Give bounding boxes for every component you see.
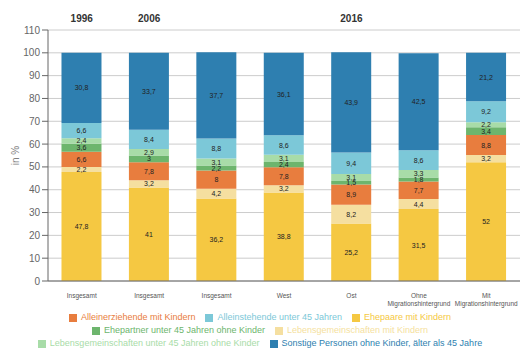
svg-text:7,7: 7,7 — [414, 187, 424, 194]
svg-text:100: 100 — [23, 47, 40, 58]
svg-text:10: 10 — [29, 253, 41, 264]
html-text:Lebensgemeinschaften mit Kinde: Lebensgemeinschaften mit Kindern — [287, 325, 429, 335]
svg-text:36,2: 36,2 — [210, 236, 224, 243]
html-text:Ehepaare mit Kindern: Ehepaare mit Kindern — [364, 312, 452, 322]
svg-text:0: 0 — [34, 276, 40, 287]
svg-text:Ost: Ost — [346, 292, 356, 299]
svg-text:2,2: 2,2 — [481, 121, 491, 128]
svg-text:4,4: 4,4 — [414, 201, 424, 208]
svg-text:Insgesamt: Insgesamt — [67, 292, 97, 300]
svg-text:20: 20 — [29, 230, 41, 241]
svg-text:36,1: 36,1 — [277, 91, 291, 98]
svg-text:3,2: 3,2 — [279, 185, 289, 192]
html-text:Sonstige Personen ohne Kinder,: Sonstige Personen ohne Kinder, älter als… — [281, 338, 483, 348]
svg-text:in %: in % — [10, 146, 21, 166]
svg-text:8: 8 — [214, 176, 218, 183]
svg-text:7,8: 7,8 — [144, 168, 154, 175]
svg-text:60: 60 — [29, 139, 41, 150]
svg-text:3,1: 3,1 — [211, 159, 221, 166]
svg-text:1996: 1996 — [71, 13, 94, 24]
html-text:Lebensgemeinschaften unter 45: Lebensgemeinschaften unter 45 Jahren ohn… — [49, 338, 260, 348]
svg-text:41: 41 — [145, 231, 153, 238]
svg-text:6,6: 6,6 — [77, 156, 87, 163]
svg-text:37,7: 37,7 — [210, 92, 224, 99]
svg-text:2,4: 2,4 — [279, 161, 289, 168]
svg-text:3,1: 3,1 — [346, 174, 356, 181]
svg-text:30: 30 — [29, 207, 41, 218]
svg-text:OhneMigrationshintergrund: OhneMigrationshintergrund — [387, 292, 450, 308]
html-text:Alleinstehende unter 45 Jahren: Alleinstehende unter 45 Jahren — [217, 312, 342, 322]
svg-text:25,2: 25,2 — [344, 249, 358, 256]
svg-text:1,5: 1,5 — [346, 179, 357, 187]
svg-text:33,7: 33,7 — [142, 88, 156, 95]
svg-text:3,1: 3,1 — [279, 155, 289, 162]
svg-text:MitMigrationshintergrund: MitMigrationshintergrund — [455, 292, 518, 308]
svg-text:43,9: 43,9 — [344, 99, 358, 106]
svg-text:8,8: 8,8 — [481, 142, 491, 149]
svg-text:9,2: 9,2 — [481, 108, 491, 115]
svg-text:Insgesamt: Insgesamt — [134, 292, 164, 300]
svg-text:52: 52 — [482, 218, 490, 225]
svg-text:3,2: 3,2 — [481, 155, 491, 162]
svg-text:8,4: 8,4 — [144, 136, 154, 143]
svg-text:3,3: 3,3 — [414, 170, 424, 177]
html-text:Alleinerziehende mit Kindern: Alleinerziehende mit Kindern — [80, 312, 196, 322]
svg-text:40: 40 — [29, 184, 41, 195]
svg-text:2,2: 2,2 — [77, 166, 87, 173]
svg-text:50: 50 — [29, 161, 41, 172]
html-text:Ehepartner unter 45 Jahren ohn: Ehepartner unter 45 Jahren ohne Kinder — [103, 325, 265, 335]
svg-text:4,2: 4,2 — [211, 190, 221, 197]
svg-text:2006: 2006 — [138, 13, 161, 24]
svg-text:West: West — [277, 292, 292, 299]
svg-text:110: 110 — [24, 25, 40, 36]
svg-text:8,6: 8,6 — [414, 157, 424, 164]
svg-text:80: 80 — [29, 93, 41, 104]
svg-text:70: 70 — [29, 116, 41, 127]
svg-text:2,2: 2,2 — [211, 165, 221, 172]
svg-text:3,6: 3,6 — [77, 144, 87, 151]
svg-text:38,8: 38,8 — [277, 233, 291, 240]
svg-text:2016: 2016 — [340, 13, 363, 24]
svg-text:Insgesamt: Insgesamt — [202, 292, 232, 300]
svg-text:42,5: 42,5 — [412, 98, 426, 105]
svg-text:31,5: 31,5 — [412, 242, 426, 249]
svg-text:3,4: 3,4 — [481, 128, 491, 135]
svg-text:9,4: 9,4 — [346, 160, 356, 167]
svg-text:1,8: 1,8 — [413, 176, 424, 183]
svg-text:8,9: 8,9 — [346, 191, 356, 198]
svg-text:6,6: 6,6 — [77, 127, 87, 134]
svg-text:3: 3 — [147, 155, 151, 162]
svg-text:2,9: 2,9 — [144, 149, 154, 156]
svg-text:7,8: 7,8 — [279, 173, 289, 180]
svg-text:8,6: 8,6 — [279, 142, 289, 149]
svg-text:21,2: 21,2 — [479, 74, 493, 81]
svg-text:8,8: 8,8 — [211, 145, 221, 152]
svg-text:47,8: 47,8 — [75, 223, 89, 230]
svg-text:2,4: 2,4 — [77, 137, 87, 144]
svg-text:8,2: 8,2 — [346, 211, 356, 218]
svg-text:90: 90 — [29, 70, 41, 81]
svg-text:30,8: 30,8 — [75, 84, 89, 91]
svg-text:3,2: 3,2 — [144, 180, 154, 187]
